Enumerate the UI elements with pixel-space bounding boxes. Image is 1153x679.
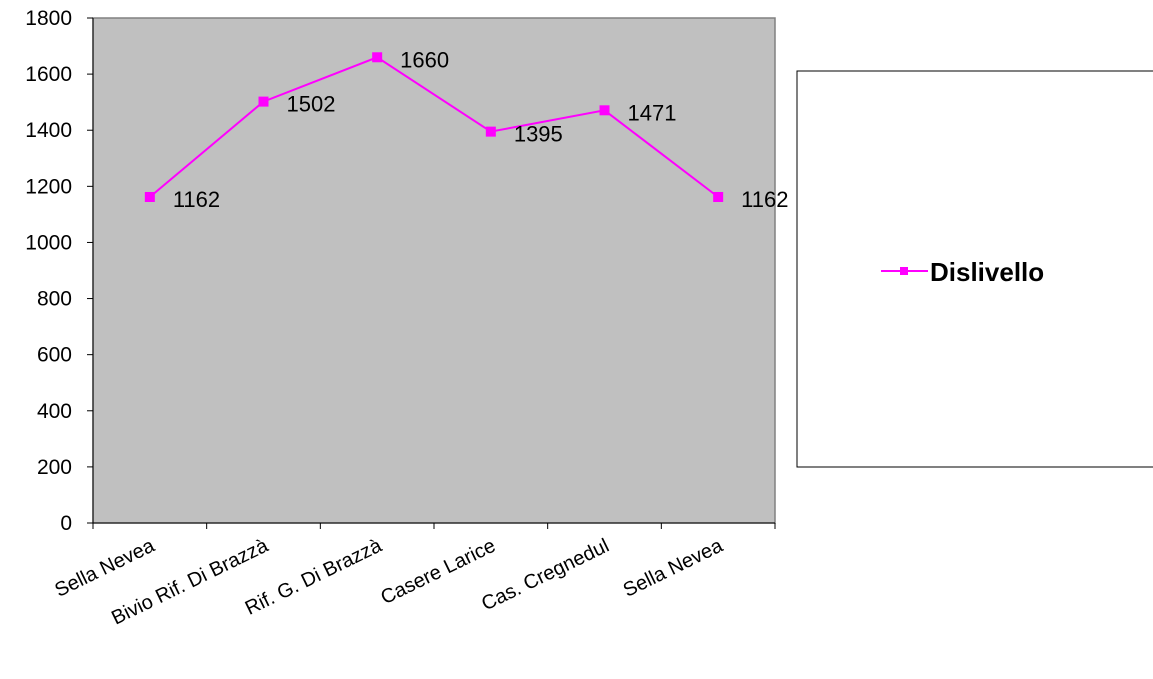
x-category-label: Sella Nevea: [51, 534, 158, 601]
y-tick-label: 800: [37, 288, 72, 311]
data-point: [713, 191, 724, 202]
data-point: [372, 52, 383, 63]
data-point: [258, 96, 269, 107]
y-tick-label: 1000: [25, 231, 72, 254]
data-point: [485, 126, 496, 137]
y-tick-label: 600: [37, 344, 72, 367]
data-label: 1502: [287, 92, 336, 117]
data-label: 1162: [741, 187, 788, 212]
y-tick-label: 1200: [25, 175, 72, 198]
y-tick-label: 1800: [25, 7, 72, 30]
y-tick-label: 1400: [25, 119, 72, 142]
legend-box: [796, 70, 1153, 468]
y-tick-label: 0: [60, 512, 72, 535]
legend-marker-icon: [900, 267, 908, 275]
series-line: [149, 56, 719, 198]
plot-area: [92, 17, 776, 524]
legend-label: Dislivello: [930, 257, 1044, 287]
y-tick-label: 400: [37, 400, 72, 423]
x-category-label: Cas. Cregnedul: [478, 535, 613, 616]
data-point: [599, 105, 610, 116]
data-label: 1162: [173, 187, 220, 212]
data-label: 1395: [514, 122, 563, 147]
y-axis: 0 200 400 600 800 1000 1200 1400 1600 1800: [25, 7, 94, 535]
data-label: 1660: [400, 47, 449, 72]
series-layer: 1162 1502 1660 1395 1471 1162: [144, 47, 788, 212]
x-category-label: Sella Nevea: [620, 534, 727, 601]
y-tick-label: 200: [37, 456, 72, 479]
y-tick-label: 1600: [25, 63, 72, 86]
data-point: [144, 191, 155, 202]
legend: Dislivello: [796, 70, 1153, 468]
data-label: 1471: [628, 100, 677, 125]
